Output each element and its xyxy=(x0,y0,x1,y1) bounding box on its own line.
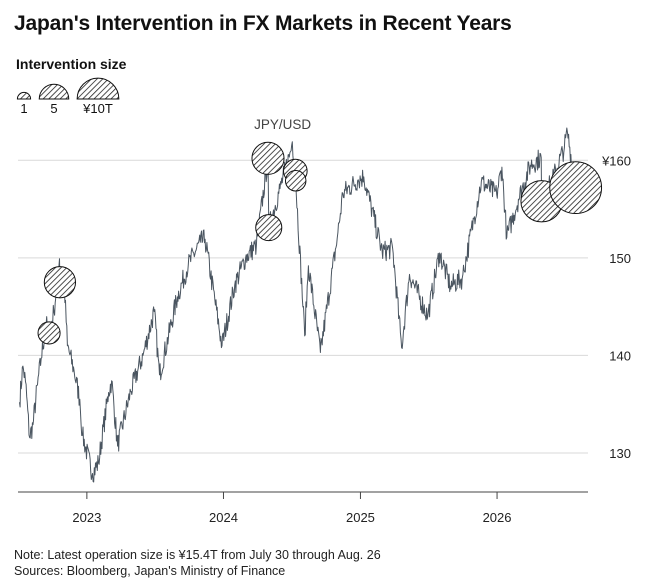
x-tick-label: 2024 xyxy=(209,510,238,525)
intervention-bubble xyxy=(284,170,307,192)
y-tick-label: 130 xyxy=(609,446,631,461)
x-tick-label: 2023 xyxy=(72,510,101,525)
footer-note: Note: Latest operation size is ¥15.4T fr… xyxy=(14,548,381,562)
x-tick-label: 2026 xyxy=(483,510,512,525)
legend-title: Intervention size xyxy=(16,56,127,72)
y-tick-label: 150 xyxy=(609,251,631,266)
series-annotation: JPY/USD xyxy=(254,117,311,132)
legend-half-circle xyxy=(16,91,32,100)
intervention-bubble xyxy=(255,214,283,242)
legend-size-label: ¥10T xyxy=(82,101,113,116)
series-line-jpy-usd xyxy=(19,127,587,483)
intervention-bubble xyxy=(43,266,77,299)
intervention-bubble xyxy=(37,321,61,345)
legend-size-label: 1 xyxy=(20,101,27,116)
legend-half-circle xyxy=(76,77,120,100)
footer-sources: Sources: Bloomberg, Japan's Ministry of … xyxy=(14,564,286,578)
x-tick-label: 2025 xyxy=(346,510,375,525)
intervention-bubble xyxy=(549,161,603,215)
legend-size-label: 5 xyxy=(50,101,57,116)
y-tick-label: ¥160 xyxy=(601,153,631,168)
page-title: Japan's Intervention in FX Markets in Re… xyxy=(14,12,512,35)
legend-half-circle xyxy=(38,83,70,100)
intervention-bubble xyxy=(251,141,285,175)
y-tick-label: 140 xyxy=(609,348,631,363)
